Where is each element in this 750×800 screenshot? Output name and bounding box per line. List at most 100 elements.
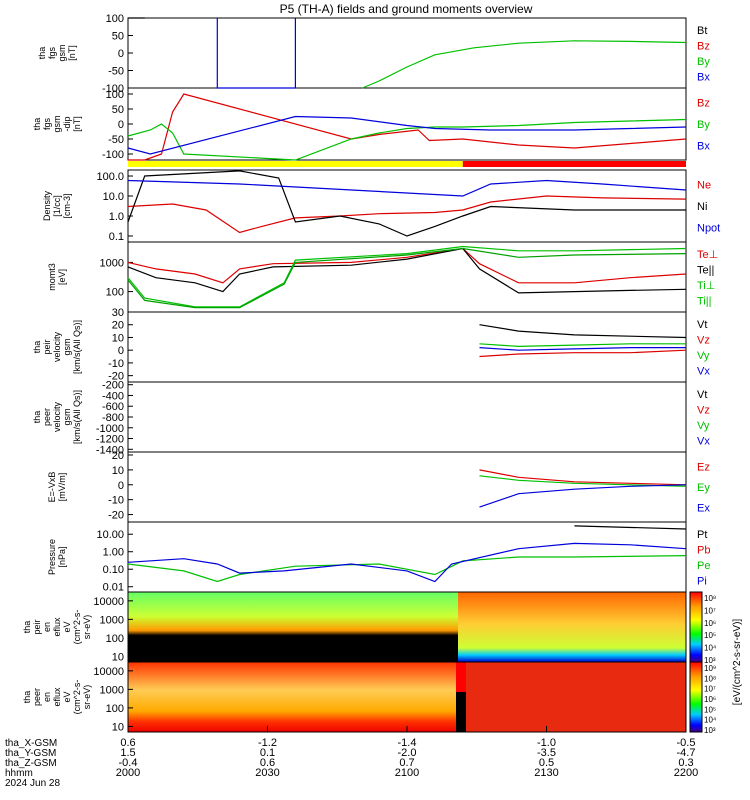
x-row-value: 2100 bbox=[395, 767, 419, 779]
x-row-value: -1.2 bbox=[258, 737, 277, 749]
legend: Bz By Bx bbox=[697, 98, 710, 153]
legend-entry-0: Bz bbox=[697, 98, 710, 110]
y-tick-label: 10 bbox=[112, 651, 124, 663]
y-tick-label: 30 bbox=[112, 307, 124, 319]
colorbar-label: [eV/(cm^2-s-sr-eV)] bbox=[732, 619, 743, 706]
y-tick-labels: -200-400-600-800-1000-1200-1400 bbox=[96, 380, 133, 456]
y-label-line: [nT] bbox=[72, 116, 82, 132]
panel-temp: 1000 100 momt3 [eV] Te⊥ Te|| Ti⊥ Ti|| bbox=[47, 241, 718, 313]
x-row-value: 2030 bbox=[255, 767, 279, 779]
y-tick-label: -100 bbox=[102, 149, 124, 161]
x-row-value: 0.6 bbox=[260, 757, 275, 769]
legend-entry-3: Pi bbox=[697, 575, 707, 587]
legend: Ne Ni Npot bbox=[697, 180, 720, 235]
x-row-value: -1.0 bbox=[537, 737, 556, 749]
legend-entry-2: Ex bbox=[697, 503, 710, 515]
legend: Vt Vz Vy Vx bbox=[697, 389, 710, 448]
y-label-line: sr-eV) bbox=[82, 685, 92, 710]
legend-entry-0: Te⊥ bbox=[697, 249, 718, 261]
colorbar-tick: 10⁸ bbox=[704, 594, 716, 603]
panel-frame bbox=[127, 311, 687, 383]
series-temp-Te bbox=[127, 247, 687, 284]
y-tick-label: 0.10 bbox=[103, 564, 124, 576]
panel-peer_eflux: 10000 1000 100 10 tha peer en eflux eV (cm^2-s-sr… bbox=[22, 661, 687, 733]
legend: Vt Vz Vy Vx bbox=[697, 319, 710, 378]
y-tick-label: 1.0 bbox=[109, 211, 124, 223]
x-row-value: 2200 bbox=[674, 767, 698, 779]
x-axis-labels: tha_X-GSM 0.6 -1.2 -1.4 -1.0 -0.5 tha_Y-GSM 1.5… bbox=[5, 726, 698, 789]
x-row-label: hhmm bbox=[5, 768, 33, 779]
peer-spectrogram-gap bbox=[456, 662, 466, 732]
y-label-line: fgs bbox=[47, 47, 57, 60]
y-tick-label: 1.00 bbox=[103, 547, 124, 559]
y-tick-label: -1000 bbox=[96, 423, 124, 435]
series-efield-Ez bbox=[479, 469, 687, 486]
y-label-line: gsm bbox=[52, 115, 62, 132]
y-tick-label: 10 bbox=[112, 332, 124, 344]
colorbar-tick: 10⁵ bbox=[704, 705, 716, 714]
legend-entry-1: Vz bbox=[697, 334, 710, 346]
y-label-line: peir bbox=[32, 619, 42, 634]
panel-fgs_dip: 100 50 0 -50 -100 tha fgs gsm -dip [nT] Bz By Bx bbox=[32, 87, 710, 161]
y-label-line: gsm bbox=[57, 44, 67, 61]
y-label-line: (cm^2-s- bbox=[72, 680, 82, 715]
colorbar-tick: 10⁶ bbox=[704, 619, 716, 628]
legend-entry-1: Ey bbox=[697, 482, 710, 494]
peir-spectrogram-right bbox=[458, 592, 686, 662]
y-tick-label: 10000 bbox=[93, 666, 124, 678]
y-tick-label: 100 bbox=[106, 287, 124, 299]
legend: Ez Ey Ex bbox=[697, 461, 710, 514]
series-fgs_dip-By bbox=[127, 118, 687, 161]
panel-frame bbox=[127, 169, 687, 243]
colorbar-1 bbox=[689, 661, 703, 733]
y-label-line: en bbox=[42, 622, 52, 632]
y-label-line: tha bbox=[32, 411, 42, 424]
y-tick-label: 0 bbox=[118, 48, 124, 60]
legend-entry-2: By bbox=[697, 56, 710, 68]
legend-entry-3: Vx bbox=[697, 365, 710, 377]
panel-vel_peer: -200-400-600-800-1000-1200-1400 tha peer ve… bbox=[32, 380, 710, 457]
y-label-line: tha bbox=[32, 341, 42, 354]
colorbar-tick: 10³ bbox=[704, 656, 716, 665]
y-tick-labels: 100 50 0 -50 -100 bbox=[102, 89, 133, 161]
y-tick-label: -600 bbox=[102, 401, 124, 413]
panel-frame bbox=[127, 87, 687, 161]
y-tick-labels: 1000 100 bbox=[100, 257, 133, 299]
plot-title: P5 (TH-A) fields and ground moments over… bbox=[280, 2, 533, 16]
y-label-line: [mV/m] bbox=[57, 473, 67, 502]
y-tick-label: 20 bbox=[112, 320, 124, 332]
y-tick-label: 1000 bbox=[100, 684, 124, 696]
x-row-value: 0.6 bbox=[120, 737, 135, 749]
y-label-line: fgs bbox=[42, 118, 52, 131]
y-tick-label: 10.00 bbox=[96, 529, 124, 541]
x-row-value: -1.4 bbox=[398, 737, 417, 749]
y-tick-label: 20 bbox=[112, 450, 124, 462]
y-tick-label: 10000 bbox=[93, 596, 124, 608]
y-axis-label: tha peir velocity gsm [km/s(All Qs)] bbox=[32, 320, 82, 374]
y-label-line: [nPa] bbox=[57, 546, 67, 567]
series-fgs_dip-Bx bbox=[127, 115, 687, 155]
colorbar-tick: 10⁴ bbox=[704, 644, 717, 653]
y-tick-label: 1000 bbox=[100, 614, 124, 626]
y-label-line: eflux bbox=[52, 687, 62, 707]
legend-entry-0: Ez bbox=[697, 461, 710, 473]
x-row-label: tha_X-GSM bbox=[5, 738, 57, 749]
y-tick-labels: 100.0 10.0 1.0 0.1 bbox=[96, 171, 133, 243]
y-label-line: gsm bbox=[62, 338, 72, 355]
colorbar-tick: 10⁸ bbox=[704, 674, 716, 683]
x-row-value: -3.5 bbox=[537, 747, 556, 759]
series-pressure-Pi bbox=[127, 542, 687, 583]
y-tick-label: 0 bbox=[118, 480, 124, 492]
x-row-value: 1.5 bbox=[120, 747, 135, 759]
y-label-line: eV bbox=[62, 621, 72, 632]
y-label-line: Pressure bbox=[47, 539, 57, 575]
y-tick-label: 0 bbox=[118, 119, 124, 131]
series-vel_peir-Vt bbox=[479, 324, 687, 339]
series-density-Ni bbox=[127, 170, 686, 237]
series-vel_peir-Vx bbox=[479, 347, 686, 351]
legend-entry-1: Ni bbox=[697, 201, 707, 213]
y-tick-label: 50 bbox=[112, 31, 124, 43]
x-row-value: 2000 bbox=[116, 767, 140, 779]
panel-frame bbox=[127, 17, 687, 89]
